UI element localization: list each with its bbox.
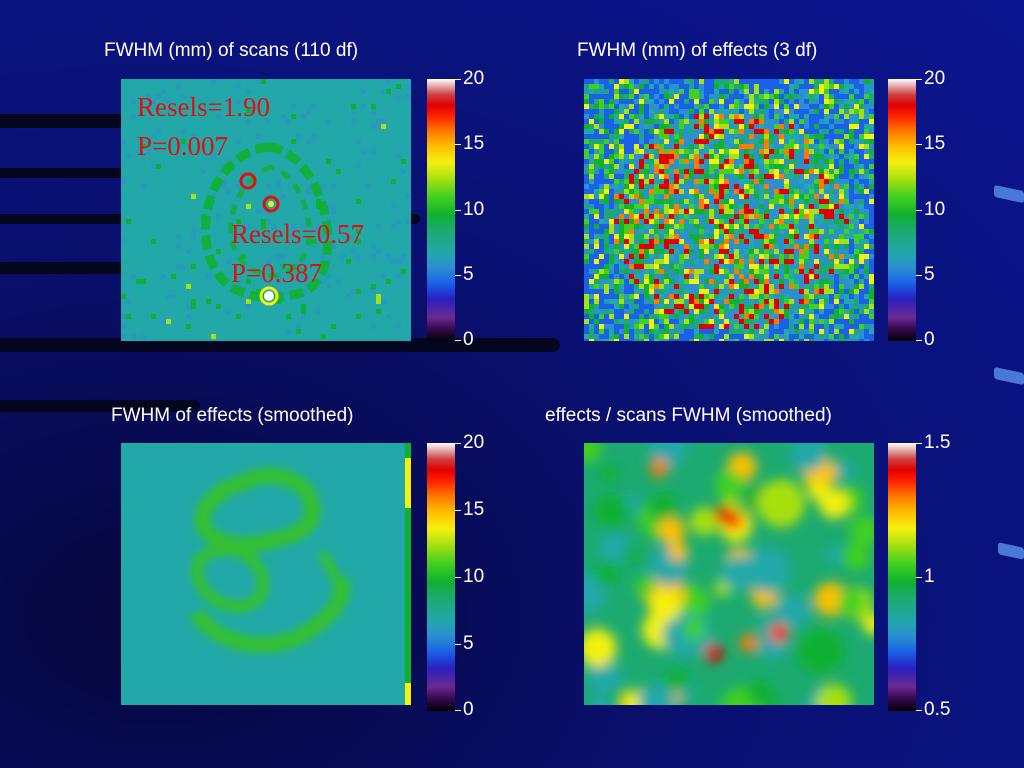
colorbar-tick [916, 577, 922, 578]
background-stripe [998, 542, 1024, 560]
colorbar-tick [455, 144, 461, 145]
colorbar-tick [455, 644, 461, 645]
roi-circle-1 [239, 172, 257, 190]
colorbar-tick [455, 510, 461, 511]
panel1-colorbar: 20 15 10 5 0 [427, 68, 484, 350]
colorbar-tick [455, 340, 461, 341]
colorbar-tick-label: 0 [463, 329, 474, 350]
colorbar-tick-label: 10 [463, 199, 485, 220]
background-stripe [0, 114, 160, 128]
colorbar-tick-label: 15 [924, 133, 946, 154]
colorbar-tick [916, 275, 922, 276]
roi-circles [239, 172, 280, 213]
colorbar-tick-label: 0 [463, 699, 474, 720]
annotation-p-1-value: P=0.007 [137, 131, 228, 162]
colorbar-tick-label: 10 [463, 566, 485, 587]
annotation-resels-1-value: Resels=1.90 [137, 92, 270, 122]
colorbar-tick [916, 210, 922, 211]
colorbar-tick [916, 710, 922, 711]
panel2-colorbar: 20 15 10 5 0 [888, 68, 945, 350]
panel2-title: FWHM (mm) of effects (3 df) [577, 40, 818, 61]
colorbar-tick-label: 1 [924, 566, 935, 587]
panel2-fwhm-map [584, 79, 874, 341]
colorbar-tick [455, 210, 461, 211]
colorbar-tick [455, 443, 461, 444]
panel2-colorbar-gradient [888, 79, 916, 341]
annotation-p-2-value: P=0.387 [231, 258, 322, 289]
background-stripe [994, 366, 1024, 386]
panel1-title: FWHM (mm) of scans (110 df) [104, 40, 359, 61]
colorbar-tick-label: 5 [924, 264, 935, 285]
colorbar-tick [916, 144, 922, 145]
annotation-resels-2-value: Resels=0.57 [231, 219, 364, 249]
colorbar-tick [916, 340, 922, 341]
colorbar-tick [916, 443, 922, 444]
roi-circle-2-center [268, 201, 274, 207]
panel4-colorbar: 1.5 1 0.5 [888, 432, 950, 720]
panel3-fwhm-map [121, 443, 411, 705]
panel3-colorbar-gradient [427, 443, 455, 711]
colorbar-tick-label: 20 [463, 68, 485, 89]
colorbar-tick-label: 20 [463, 432, 485, 453]
panel1-colorbar-gradient [427, 79, 455, 341]
annotation-resels-1: Resels=1.90 P=0.007 [137, 88, 270, 166]
colorbar-tick-label: 0 [924, 329, 935, 350]
background-stripe [994, 184, 1024, 204]
panel4-ratio-map [584, 443, 874, 705]
colorbar-tick-label: 15 [463, 499, 485, 520]
panel3-title: FWHM of effects (smoothed) [111, 405, 354, 426]
annotation-resels-2: Resels=0.57 P=0.387 [231, 215, 364, 293]
colorbar-tick-label: 20 [924, 68, 946, 89]
colorbar-tick [455, 710, 461, 711]
colorbar-tick [455, 79, 461, 80]
colorbar-tick [455, 577, 461, 578]
colorbar-tick [455, 275, 461, 276]
colorbar-tick-label: 5 [463, 264, 474, 285]
colorbar-tick-label: 15 [463, 133, 485, 154]
panel4-colorbar-gradient [888, 443, 916, 711]
panel3-colorbar: 20 15 10 5 0 [427, 432, 484, 720]
roi-circle-2 [262, 195, 280, 213]
background-stripe [0, 168, 240, 178]
background-stripe [0, 400, 200, 412]
colorbar-tick [916, 79, 922, 80]
panel4-title: effects / scans FWHM (smoothed) [545, 405, 832, 426]
colorbar-tick-label: 5 [463, 633, 474, 654]
colorbar-tick-label: 1.5 [924, 432, 951, 453]
background-stripe [0, 338, 560, 352]
colorbar-tick-label: 0.5 [924, 699, 951, 720]
colorbar-tick-label: 10 [924, 199, 946, 220]
